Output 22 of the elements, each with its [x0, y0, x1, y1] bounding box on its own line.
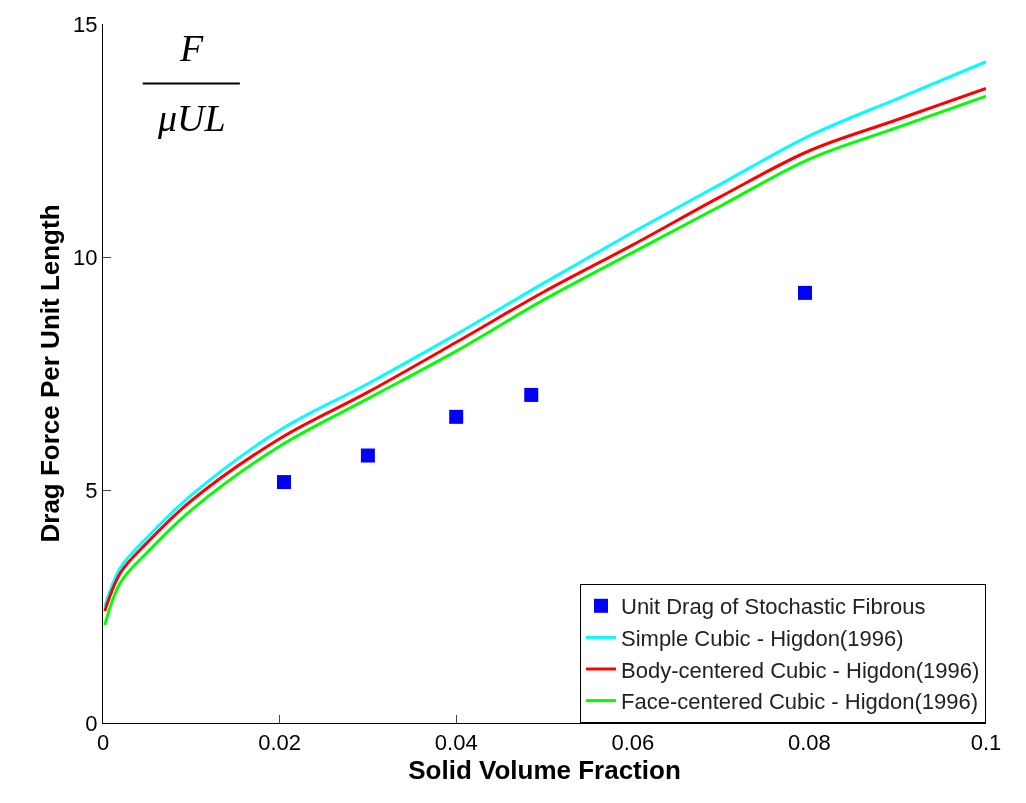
- annotation: F: [179, 27, 204, 69]
- point: [524, 387, 539, 402]
- point: [360, 448, 375, 463]
- legend-label: Unit Drag of Stochastic Fibrous: [621, 594, 926, 620]
- y-tick-label: 15: [73, 11, 98, 37]
- x-axis-title: Solid Volume Fraction: [408, 755, 681, 786]
- x-tick-label: 0.1: [970, 730, 1002, 756]
- point: [449, 409, 464, 424]
- x-tick-label: 0.04: [434, 730, 478, 756]
- legend-label: Face-centered Cubic - Higdon(1996): [621, 689, 979, 715]
- x-tick-label: 0.08: [787, 730, 831, 756]
- y-tick-label: 5: [85, 477, 98, 503]
- y-tick-label: 0: [85, 710, 98, 736]
- y-tick-label: 10: [73, 244, 98, 270]
- x-tick-label: 0.06: [611, 730, 655, 756]
- x-tick-label: 0.02: [258, 730, 302, 756]
- point: [797, 285, 812, 300]
- legend-label: Simple Cubic - Higdon(1996): [621, 625, 904, 651]
- annotation: μUL: [157, 97, 226, 139]
- legend-label: Body-centered Cubic - Higdon(1996): [621, 657, 980, 683]
- point: [277, 475, 292, 490]
- y-axis-title: Drag Force Per Unit Length: [34, 204, 65, 543]
